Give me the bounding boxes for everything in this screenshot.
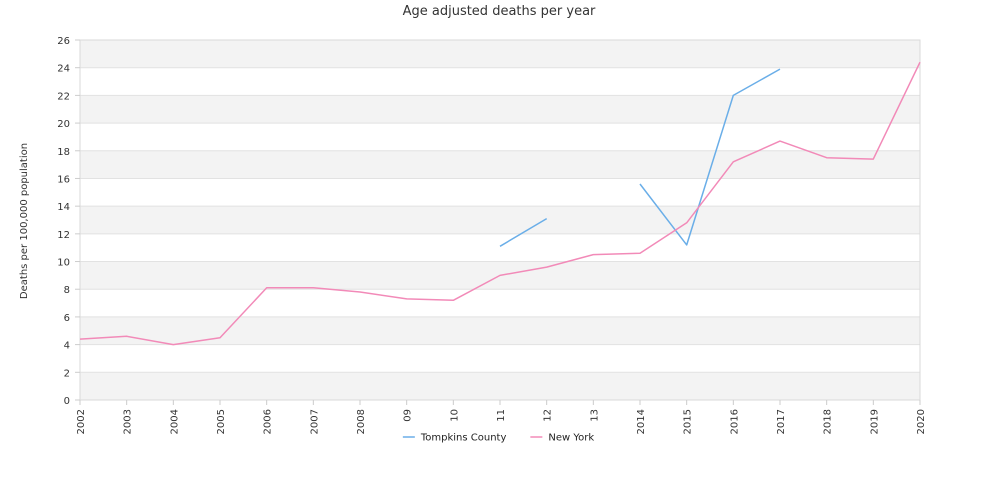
grid-band [80, 67, 920, 96]
x-tick-label: 09 [403, 409, 414, 422]
x-tick-label: 2002 [76, 409, 87, 434]
y-tick-label: 12 [57, 230, 70, 241]
y-tick-label: 20 [57, 119, 70, 130]
grid-band [80, 95, 920, 124]
series-line-tompkins-county [499, 68, 781, 247]
series-line-new-york [79, 61, 921, 346]
x-tick-label: 2005 [216, 409, 227, 434]
y-tick-label: 0 [64, 396, 70, 407]
y-tick-label: 8 [64, 285, 70, 296]
x-tick-label: 2008 [356, 409, 367, 434]
y-tick-label: 16 [57, 174, 70, 185]
legend: Tompkins County New York [402, 433, 594, 444]
x-tick-label: 10 [449, 409, 460, 422]
chart-title: Age adjusted deaths per year [403, 4, 596, 19]
x-tick-label: 2014 [636, 409, 647, 434]
legend-label-tompkins-county: Tompkins County [420, 433, 507, 444]
x-tick-label: 2004 [169, 409, 180, 434]
x-tick-label: 2003 [123, 409, 134, 434]
series-lines [79, 61, 921, 346]
y-axis-label: Deaths per 100,000 population [19, 143, 30, 299]
x-tick-label: 2007 [309, 409, 320, 434]
x-tick-label: 2019 [869, 409, 880, 434]
grid-band [80, 233, 920, 262]
x-tick-label: 2018 [823, 409, 834, 434]
legend-label-new-york: New York [548, 433, 594, 444]
x-tick-label: 11 [496, 409, 507, 422]
grid-band [80, 344, 920, 373]
x-tick-label: 2006 [263, 409, 274, 434]
y-tick-label: 4 [64, 341, 70, 352]
x-tick-label: 12 [543, 409, 554, 422]
y-tick-label: 24 [57, 64, 70, 75]
x-tick-label: 2020 [916, 409, 927, 434]
x-axis-ticks: 2002 2003 2004 2005 2006 2007 2008 09 10 11 12 13 20… [76, 400, 927, 434]
y-tick-label: 22 [57, 91, 70, 102]
y-tick-label: 14 [57, 202, 70, 213]
y-tick-label: 26 [57, 36, 70, 47]
grid-band [80, 372, 920, 400]
y-tick-label: 6 [64, 313, 70, 324]
grid-band [80, 40, 920, 68]
grid-band [80, 123, 920, 151]
grid-bands [80, 39, 920, 401]
x-tick-label: 2015 [683, 409, 694, 434]
grid-band [80, 178, 920, 207]
grid-band [80, 206, 920, 234]
grid-band [80, 289, 920, 317]
grid-band [80, 150, 920, 179]
x-tick-label: 2016 [729, 409, 740, 434]
y-tick-label: 10 [57, 258, 70, 269]
y-tick-label: 2 [64, 368, 70, 379]
y-tick-label: 18 [57, 147, 70, 158]
x-tick-label: 2017 [776, 409, 787, 434]
x-tick-label: 13 [589, 409, 600, 422]
grid-band [80, 316, 920, 345]
